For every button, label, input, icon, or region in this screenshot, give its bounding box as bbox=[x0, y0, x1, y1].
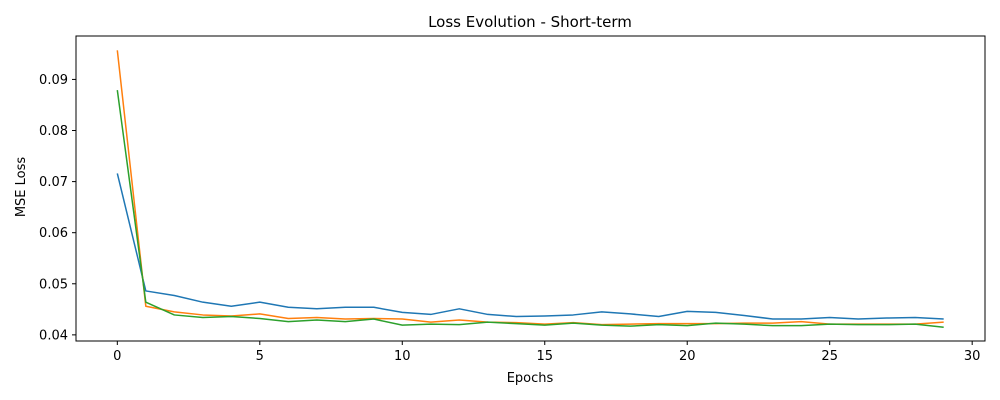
y-tick-label: 0.06 bbox=[39, 226, 68, 241]
y-tick-label: 0.07 bbox=[39, 175, 68, 190]
x-tick-label: 5 bbox=[256, 349, 264, 364]
y-tick-label: 0.09 bbox=[39, 73, 68, 88]
y-axis-title: MSE Loss bbox=[14, 157, 29, 218]
chart-title: Loss Evolution - Short-term bbox=[428, 13, 632, 31]
x-tick-label: 10 bbox=[394, 349, 411, 364]
x-tick-label: 0 bbox=[113, 349, 121, 364]
y-tick-label: 0.04 bbox=[39, 328, 68, 343]
x-axis-title: Epochs bbox=[507, 371, 554, 386]
y-tick-label: 0.05 bbox=[39, 277, 68, 292]
series-line-1 bbox=[116, 173, 944, 320]
y-axis: 0.04 0.05 0.06 0.07 0.08 0.09 bbox=[39, 73, 76, 343]
series-line-2 bbox=[116, 50, 944, 326]
x-tick-label: 30 bbox=[964, 349, 981, 364]
plot-area bbox=[75, 35, 986, 342]
x-axis: 0 5 10 15 20 25 30 bbox=[113, 341, 980, 364]
x-tick-label: 15 bbox=[536, 349, 553, 364]
x-tick-label: 20 bbox=[679, 349, 696, 364]
plot-frame bbox=[75, 35, 986, 342]
series-layer bbox=[116, 50, 944, 328]
x-tick-label: 25 bbox=[821, 349, 838, 364]
series-line-3 bbox=[116, 90, 944, 328]
y-tick-label: 0.08 bbox=[39, 124, 68, 139]
